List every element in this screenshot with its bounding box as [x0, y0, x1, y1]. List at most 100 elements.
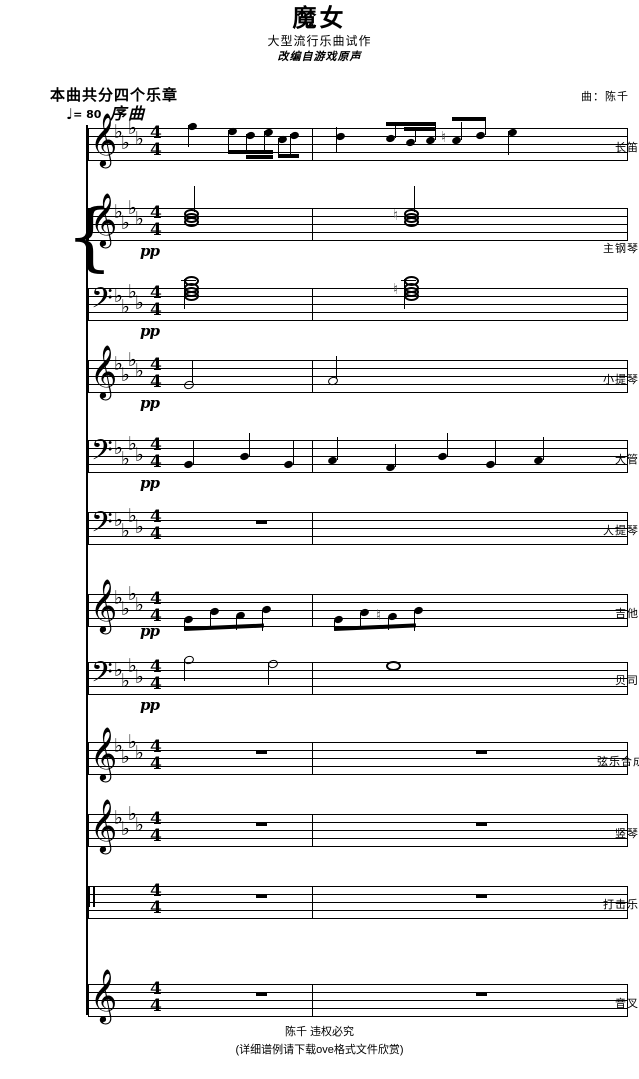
flat-icon: ♭ [135, 742, 144, 764]
flat-icon: ♭ [128, 197, 137, 219]
natural-icon: ♮ [393, 280, 399, 298]
key-signature: ♭ ♭ ♭ ♭ [114, 119, 148, 162]
time-signature: 4 4 [150, 811, 162, 845]
key-signature: ♭ ♭ ♭ ♭ [114, 197, 148, 242]
staff-percussion: 4 4 [88, 883, 628, 919]
time-sig-bottom: 4 [150, 754, 162, 774]
inst-label-flute: 长笛 [561, 139, 639, 155]
whole-rest [256, 992, 267, 996]
key-signature: ♭ ♭ ♭ ♭ [114, 434, 148, 474]
key-signature: ♭ ♭ ♭ ♭ [114, 731, 148, 776]
inst-label-guitar: 吉他 [561, 605, 639, 621]
system-bracket [86, 125, 88, 1015]
flat-icon: ♭ [114, 735, 123, 757]
flat-icon: ♭ [135, 444, 144, 466]
time-signature: 4 4 [150, 205, 162, 239]
flat-icon: ♭ [114, 121, 123, 143]
dynamic-pp: pp [140, 622, 160, 640]
staff-violin: 𝄞 ♭ ♭ ♭ ♭ 4 4 pp [88, 348, 628, 412]
flat-icon: ♭ [128, 803, 137, 825]
footer-copyright: 陈千 违权必究 [284, 1026, 355, 1038]
time-signature: 4 4 [150, 659, 162, 693]
flat-icon: ♭ [128, 731, 137, 753]
footer-note: (详细谱例请下载ove格式文件欣赏) [235, 1044, 404, 1056]
title-block: 魔女 大型流行乐曲试作 改编自游戏原声 [0, 0, 639, 65]
flat-icon: ♭ [114, 587, 123, 609]
time-sig-bottom: 4 [150, 300, 162, 320]
time-signature: 4 4 [150, 591, 162, 625]
flat-icon: ♭ [121, 670, 130, 692]
percussion-clef-icon [88, 886, 97, 907]
time-sig-bottom: 4 [150, 606, 162, 626]
staff-piano-bass: 𝄢 ♭ ♭ ♭ ♭ 4 4 ♮ pp [88, 276, 628, 340]
key-signature: ♭ ♭ ♭ ♭ [114, 583, 148, 628]
section-name: 序曲 [110, 104, 147, 123]
time-sig-top: 4 [150, 507, 162, 527]
movement-note: 本曲共分四个乐章 [50, 87, 179, 104]
staff-tuning-fork: 𝄞 4 4 [88, 972, 628, 1018]
time-signature: 4 4 [150, 285, 162, 319]
key-signature: ♭ ♭ ♭ ♭ [114, 656, 148, 696]
dynamic-pp: pp [140, 242, 160, 260]
time-sig-top: 4 [150, 283, 162, 303]
time-sig-top: 4 [150, 123, 162, 143]
time-signature: 4 4 [150, 981, 162, 1015]
flat-icon: ♭ [121, 598, 130, 620]
bass-clef-icon: 𝄢 [91, 282, 113, 322]
staff-piano-treble: 𝄞 ♭ ♭ ♭ ♭ 4 4 ♮ pp [88, 186, 628, 260]
bass-clef-icon: 𝄢 [91, 506, 113, 546]
time-sig-bottom: 4 [150, 372, 162, 392]
flat-icon: ♭ [128, 349, 137, 371]
time-sig-bottom: 4 [150, 452, 162, 472]
inst-label-harp: 竖琴 [561, 825, 639, 841]
key-signature: ♭ ♭ ♭ ♭ [114, 282, 148, 322]
page-title: 魔女 [292, 3, 347, 32]
tempo-marking: ♩= 80 [66, 104, 102, 123]
tempo-value: = 80 [73, 108, 102, 121]
flat-icon: ♭ [121, 520, 130, 542]
time-signature: 4 4 [150, 125, 162, 159]
time-sig-bottom: 4 [150, 826, 162, 846]
treble-clef-icon: 𝄞 [90, 968, 118, 1022]
time-signature: 4 4 [150, 357, 162, 391]
treble-clef-icon: 𝄞 [90, 726, 118, 780]
dynamic-pp: pp [140, 696, 160, 714]
bass-clef-icon: 𝄢 [91, 656, 113, 696]
flat-icon: ♭ [128, 505, 137, 527]
flat-icon: ♭ [135, 516, 144, 538]
flat-icon: ♭ [121, 132, 130, 154]
dynamic-pp: pp [140, 394, 160, 412]
flat-icon: ♭ [114, 201, 123, 223]
time-signature: 4 4 [150, 739, 162, 773]
time-sig-bottom: 4 [150, 674, 162, 694]
flat-icon: ♭ [135, 360, 144, 382]
time-signature: 4 4 [150, 883, 162, 917]
flat-icon: ♭ [128, 583, 137, 605]
natural-icon: ♮ [376, 606, 382, 624]
flat-icon: ♭ [114, 659, 123, 681]
whole-rest [256, 894, 267, 898]
time-sig-bottom: 4 [150, 898, 162, 918]
time-sig-top: 4 [150, 203, 162, 223]
time-sig-top: 4 [150, 809, 162, 829]
time-sig-top: 4 [150, 979, 162, 999]
whole-rest [256, 822, 267, 826]
composer-credit: 曲：陈千 [581, 91, 629, 103]
flat-icon: ♭ [135, 208, 144, 230]
flat-icon: ♭ [121, 212, 130, 234]
flat-icon: ♭ [128, 281, 137, 303]
whole-rest [476, 822, 487, 826]
flat-icon: ♭ [121, 818, 130, 840]
flat-icon: ♭ [114, 353, 123, 375]
key-signature: ♭ ♭ ♭ ♭ [114, 349, 148, 394]
flat-icon: ♭ [128, 433, 137, 455]
whole-rest [476, 894, 487, 898]
subtitle-two: 改编自游戏原声 [277, 51, 362, 63]
piano-brace: { [66, 194, 114, 280]
whole-rest [476, 992, 487, 996]
time-sig-bottom: 4 [150, 140, 162, 160]
whole-rest [476, 750, 487, 754]
flat-icon: ♭ [135, 594, 144, 616]
staff-bass-guitar: 𝄢 ♭ ♭ ♭ ♭ 4 4 pp [88, 654, 628, 714]
flat-icon: ♭ [114, 807, 123, 829]
